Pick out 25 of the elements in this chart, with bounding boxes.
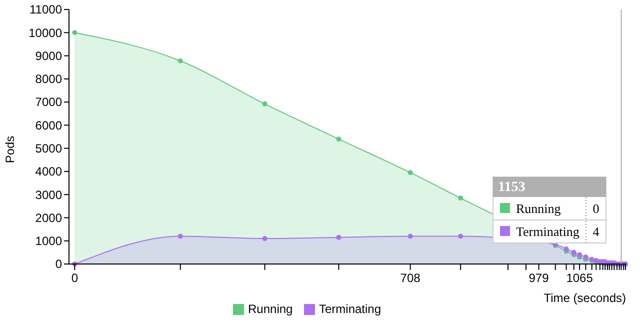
y-tick-label: 10000: [28, 26, 62, 40]
y-axis-title: Pods: [3, 136, 17, 164]
annotation: 4: [592, 224, 600, 239]
y-tick-label: 2000: [35, 210, 62, 225]
y-tick-label: 3000: [35, 188, 62, 202]
y-tick-label: 9000: [35, 48, 62, 63]
y-tick-label: 1000: [35, 234, 62, 248]
legend-label: Terminating: [516, 224, 580, 239]
y-tick-label: 8000: [35, 72, 62, 86]
x-tick-label: 0: [71, 271, 78, 285]
annotation: 0: [592, 201, 600, 216]
annotation: 1153: [498, 180, 526, 195]
y-tick-label: 5000: [35, 142, 62, 156]
x-axis-title: Time (seconds): [544, 291, 626, 305]
x-tick-label: 979: [528, 271, 550, 285]
y-tick-label: 4000: [35, 164, 62, 179]
y-tick-label: 7000: [35, 95, 62, 110]
x-tick-label: 1065: [566, 271, 594, 285]
text: Terminating: [319, 302, 382, 316]
x-tick-label: 708: [400, 271, 421, 285]
y-tick-label: 0: [55, 257, 62, 272]
legend-label: Running: [516, 201, 562, 216]
text: Running: [248, 302, 293, 316]
y-tick-label: 6000: [35, 118, 62, 132]
y-tick-label: 11000: [30, 2, 62, 17]
